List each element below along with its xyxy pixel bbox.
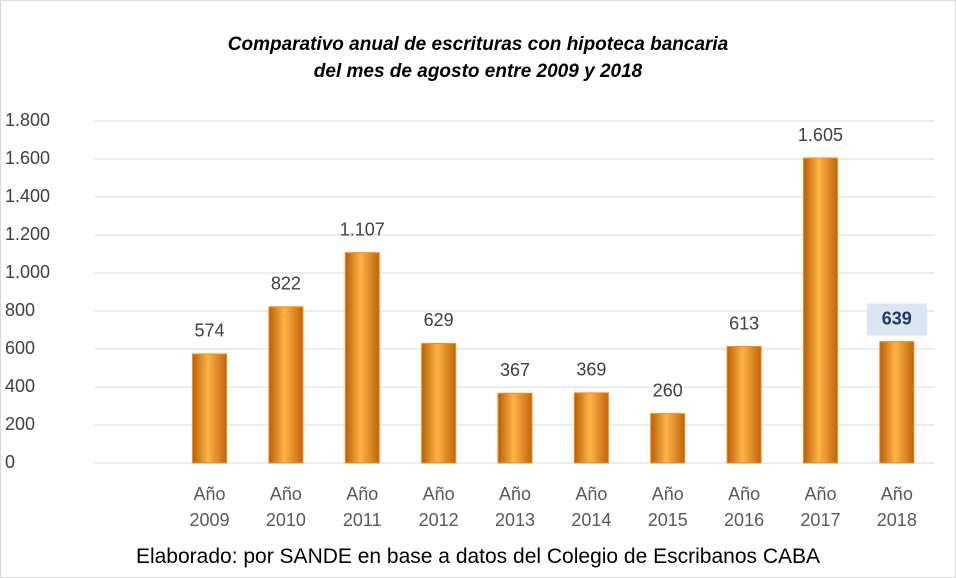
- bar: [268, 306, 304, 464]
- y-tick-label: 1.600: [5, 148, 50, 168]
- x-tick-label: Año 2017: [800, 484, 841, 530]
- bar: [650, 413, 686, 464]
- bar: [192, 353, 228, 464]
- value-label: 1.107: [340, 219, 385, 239]
- chart-title: Comparativo anual de escrituras con hipo…: [228, 34, 729, 55]
- value-label: 639: [882, 308, 912, 328]
- x-tick-label: Año 2014: [571, 484, 612, 530]
- y-tick-label: 1.800: [5, 110, 50, 130]
- value-label-box: [866, 303, 927, 336]
- x-tick-label: Año 2009: [189, 484, 230, 530]
- value-label: 613: [729, 313, 759, 333]
- bar: [344, 252, 380, 464]
- x-tick-label: Año 2015: [647, 484, 688, 530]
- x-tick-label: Año 2010: [265, 484, 306, 530]
- x-tick-label: Año 2011: [342, 484, 382, 530]
- chart-subtitle: del mes de agosto entre 2009 y 2018: [314, 61, 643, 82]
- value-label: 1.605: [798, 125, 843, 145]
- value-label: 629: [424, 310, 454, 330]
- y-tick-label: 200: [5, 414, 35, 434]
- x-tick-label: Año 2018: [876, 484, 917, 530]
- value-label: 367: [500, 360, 530, 380]
- bar: [573, 392, 609, 464]
- y-tick-label: 1.400: [5, 186, 50, 206]
- x-tick-label: Año 2016: [724, 484, 765, 530]
- source-note: Elaborado: por SANDE en base a datos del…: [135, 545, 821, 568]
- y-tick-label: 400: [5, 376, 35, 396]
- y-tick-label: 1.000: [5, 262, 50, 282]
- value-label: 574: [195, 321, 225, 341]
- y-tick-label: 800: [5, 300, 35, 320]
- y-tick-label: 1.200: [5, 224, 50, 244]
- x-tick-label: Año 2013: [494, 484, 536, 530]
- y-tick-label: 0: [5, 452, 15, 472]
- bar: [879, 341, 915, 464]
- bar: [726, 346, 762, 464]
- y-tick-label: 600: [5, 338, 35, 358]
- bar: [421, 342, 457, 464]
- bar: [802, 157, 838, 464]
- value-label: 260: [653, 380, 683, 400]
- value-label: 822: [271, 274, 301, 294]
- x-tick-label: Año 2012: [418, 484, 459, 530]
- value-label: 369: [576, 360, 606, 380]
- bar: [497, 392, 533, 464]
